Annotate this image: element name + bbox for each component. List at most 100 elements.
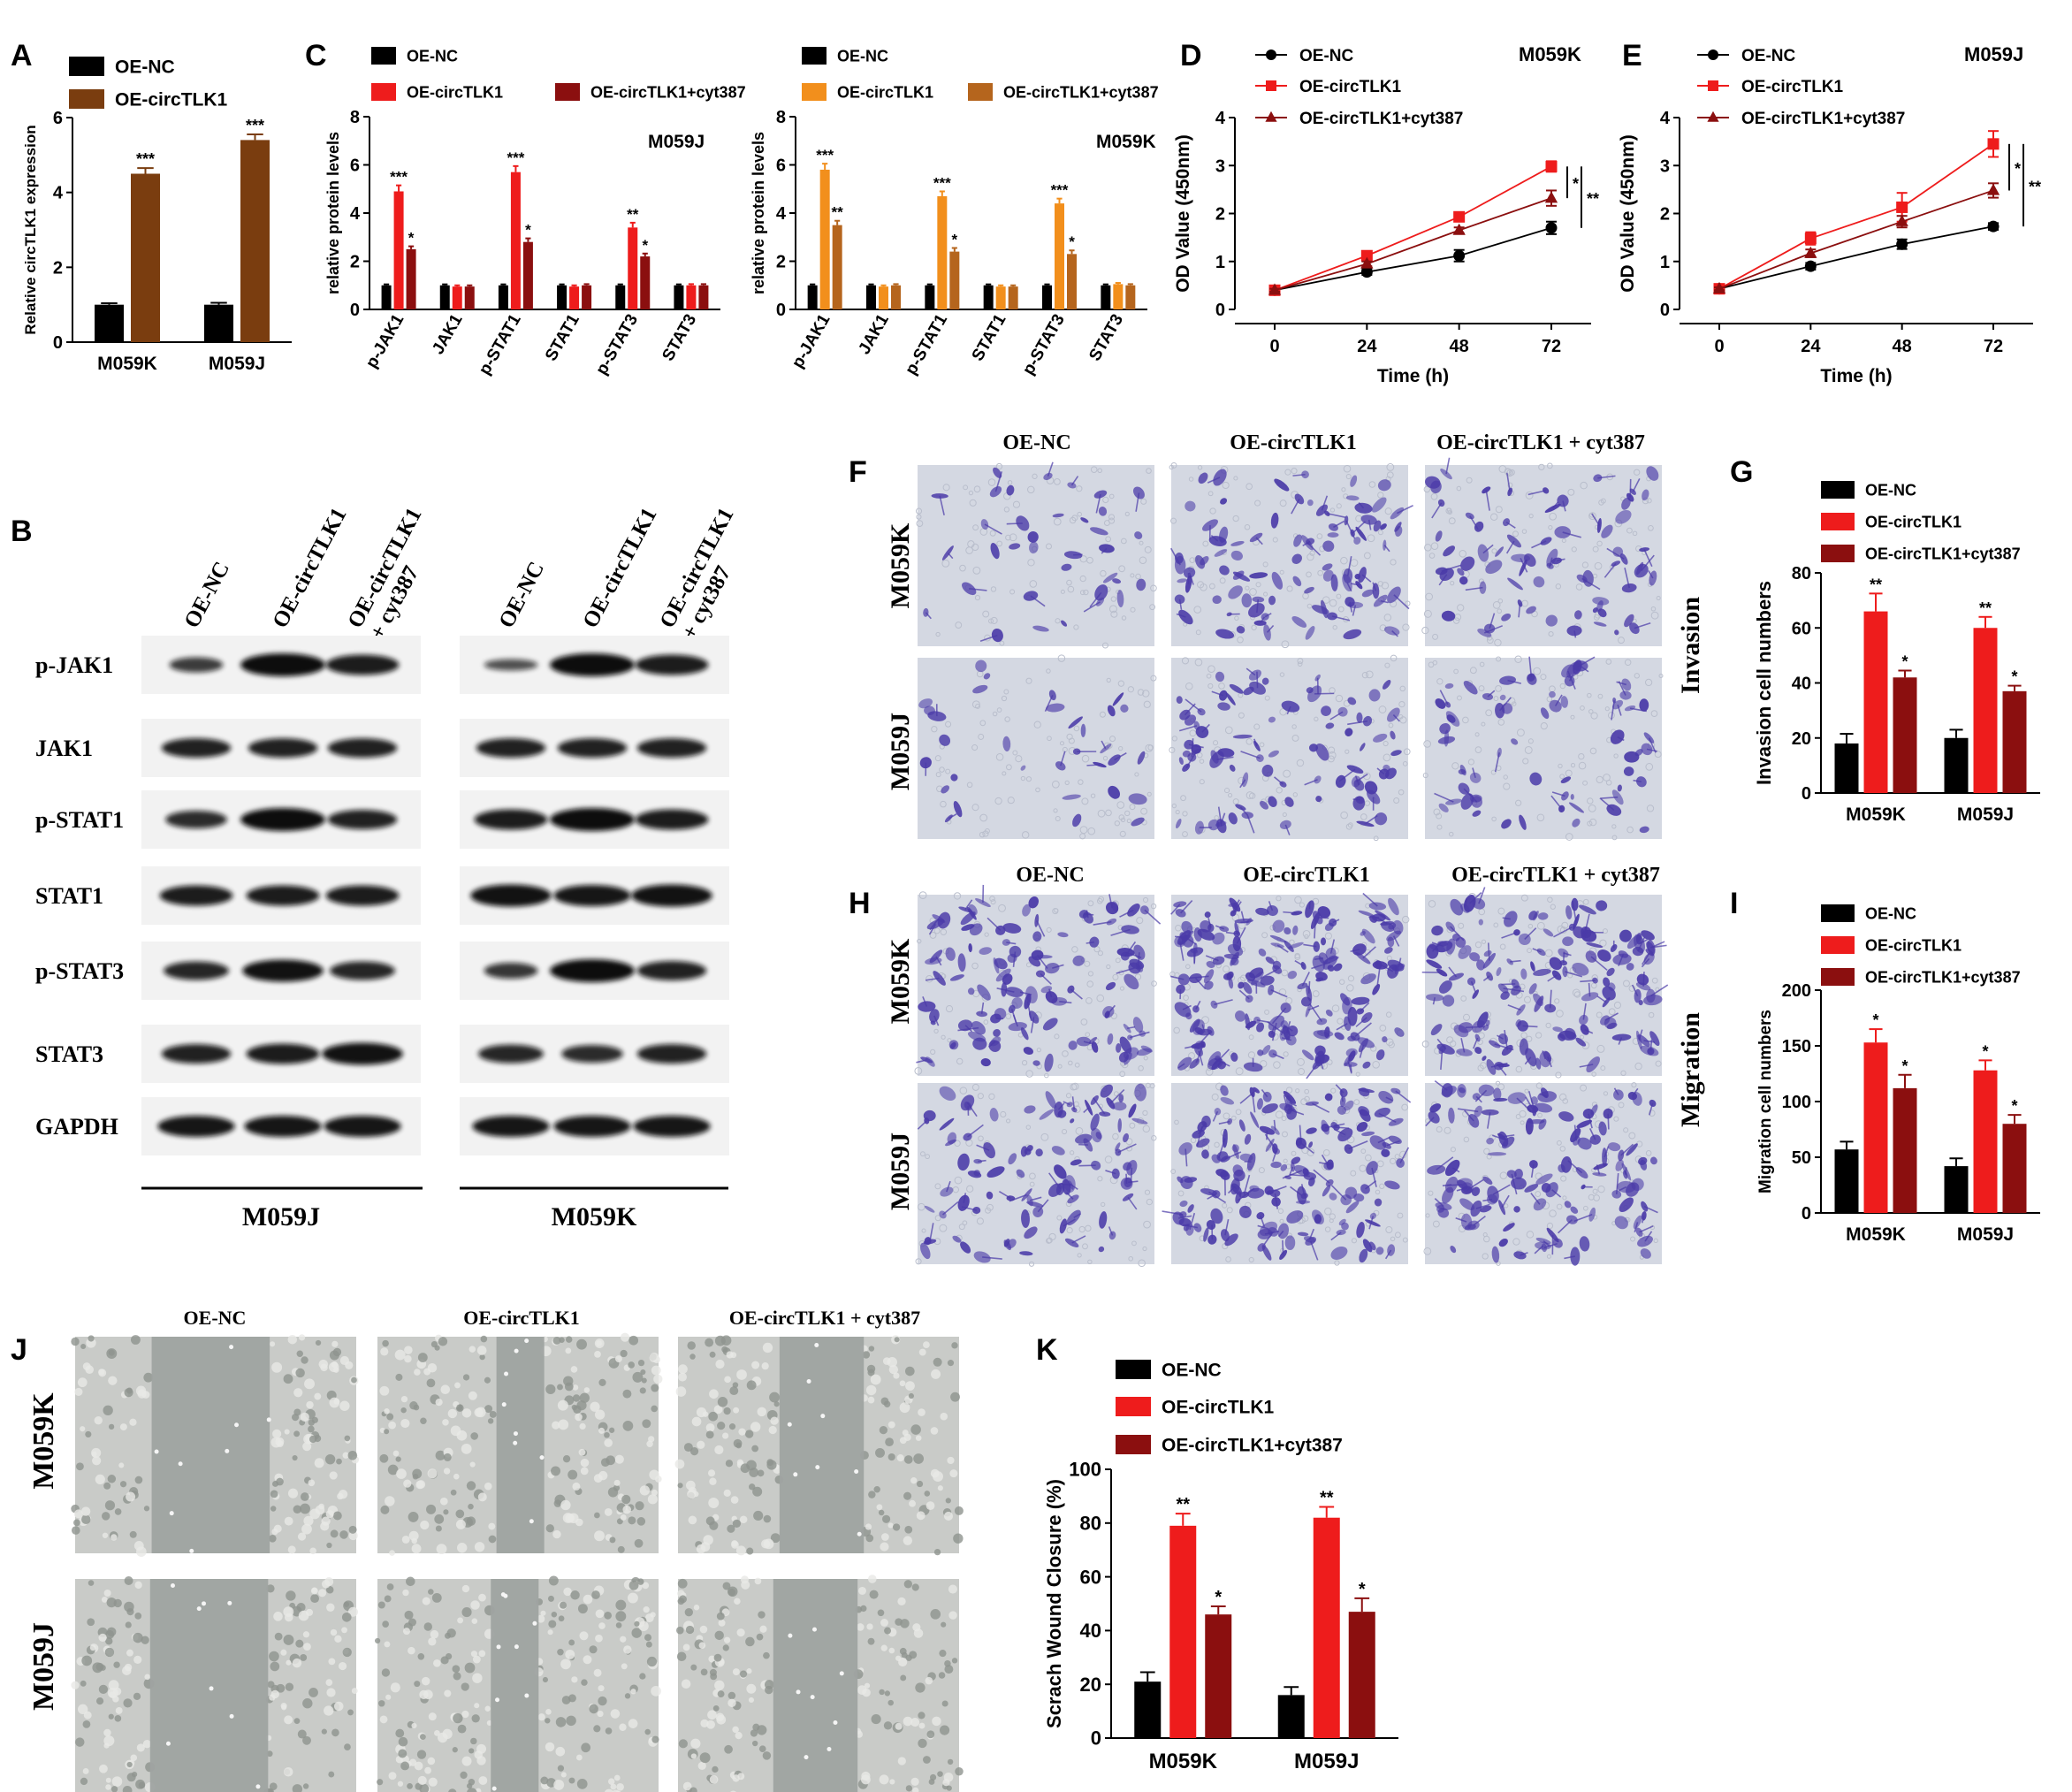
stained-cell — [1437, 1208, 1450, 1218]
pore — [1360, 1148, 1367, 1154]
cell — [744, 1430, 754, 1438]
cell — [716, 1612, 725, 1620]
pore — [1009, 589, 1016, 595]
pore — [1129, 804, 1136, 811]
cell-process — [1619, 1186, 1627, 1192]
pore — [1485, 709, 1493, 717]
cell — [938, 1672, 946, 1679]
cell — [545, 1708, 552, 1715]
pore — [1466, 477, 1473, 484]
pore — [1591, 1071, 1596, 1077]
cell — [575, 1518, 583, 1527]
bar-oe-circtlk1-p-stat1 — [937, 195, 948, 309]
pore — [953, 892, 962, 900]
cell — [717, 1422, 726, 1430]
cell — [113, 1661, 120, 1668]
cell — [646, 1440, 653, 1447]
cell — [724, 1744, 733, 1754]
pore — [1150, 584, 1157, 592]
pore — [939, 1224, 948, 1232]
cell — [417, 1775, 427, 1785]
cell-process — [1497, 1034, 1504, 1040]
cell — [421, 1676, 430, 1686]
stained-cell — [1100, 1084, 1114, 1098]
pore — [1512, 701, 1517, 706]
y-tick-label: 0 — [776, 301, 786, 320]
stained-cell — [1437, 941, 1448, 947]
floating-cell — [229, 1713, 234, 1719]
cell-process — [1607, 1113, 1610, 1130]
stained-cell — [1327, 532, 1339, 538]
stained-cell — [1593, 621, 1607, 627]
blot-band — [325, 654, 400, 675]
pore — [1430, 492, 1438, 500]
stained-cell — [1220, 1096, 1235, 1105]
cell-process — [1108, 894, 1113, 909]
cell-process — [1468, 793, 1478, 803]
pore — [1096, 994, 1105, 1003]
pore — [1377, 581, 1383, 587]
cell — [537, 1713, 545, 1721]
pore — [1086, 997, 1093, 1004]
stained-cell — [1577, 1137, 1592, 1150]
cell — [942, 1779, 950, 1787]
cell-process — [1352, 605, 1357, 616]
pore — [1390, 1157, 1397, 1164]
stained-cell — [1286, 1210, 1304, 1224]
cell — [333, 1701, 344, 1712]
cell — [411, 1544, 422, 1554]
cell — [691, 1416, 702, 1427]
pore — [1057, 654, 1066, 662]
pore — [1079, 833, 1086, 840]
pore — [1052, 908, 1059, 915]
cell — [732, 1726, 739, 1734]
cell — [575, 1754, 583, 1761]
cell — [99, 1764, 108, 1773]
stained-cell — [1134, 531, 1143, 539]
cell — [583, 1594, 593, 1605]
cell — [768, 1425, 777, 1435]
pore — [1029, 1172, 1036, 1180]
cell — [347, 1451, 358, 1460]
pore — [1027, 559, 1035, 567]
cell — [380, 1505, 390, 1514]
cell — [270, 1490, 278, 1498]
stained-cell — [1485, 560, 1503, 575]
pore — [941, 1034, 946, 1040]
stained-cell — [1232, 1164, 1244, 1177]
j-column-label-oe-circtlk1-cyt387: OE-circTLK1 + cyt387 — [729, 1307, 920, 1329]
cell — [723, 1489, 731, 1497]
pore — [1082, 1243, 1088, 1250]
cell-process — [1464, 1110, 1474, 1122]
stained-cell — [1338, 1218, 1346, 1226]
pore — [1209, 507, 1216, 515]
pore — [1324, 932, 1332, 940]
cell-process — [1224, 1151, 1242, 1160]
cell-process — [1036, 919, 1046, 937]
pore — [1384, 662, 1390, 668]
cell — [124, 1388, 133, 1398]
pore — [1654, 751, 1662, 759]
pore — [1377, 492, 1384, 499]
stained-cell — [1356, 1222, 1365, 1239]
cell — [885, 1437, 894, 1447]
x-tick-label: 48 — [1450, 337, 1469, 356]
pore — [1386, 463, 1395, 471]
cell — [892, 1523, 901, 1531]
cell-process — [1391, 629, 1398, 637]
bar-oe-circtlk1-m059j — [1313, 1517, 1340, 1738]
stained-cell — [1493, 1097, 1508, 1102]
cell — [746, 1683, 757, 1694]
pore — [1580, 705, 1585, 711]
cell — [114, 1508, 122, 1515]
cell — [478, 1650, 486, 1658]
cell — [903, 1716, 913, 1727]
cell-process — [1448, 966, 1458, 978]
stained-cell — [1345, 728, 1353, 736]
pore — [1329, 1218, 1334, 1224]
stained-cell — [1008, 1153, 1017, 1165]
stained-cell — [1560, 696, 1569, 708]
pore — [1317, 569, 1323, 576]
cell — [856, 1623, 865, 1631]
significance-mark: ** — [1320, 1489, 1334, 1508]
